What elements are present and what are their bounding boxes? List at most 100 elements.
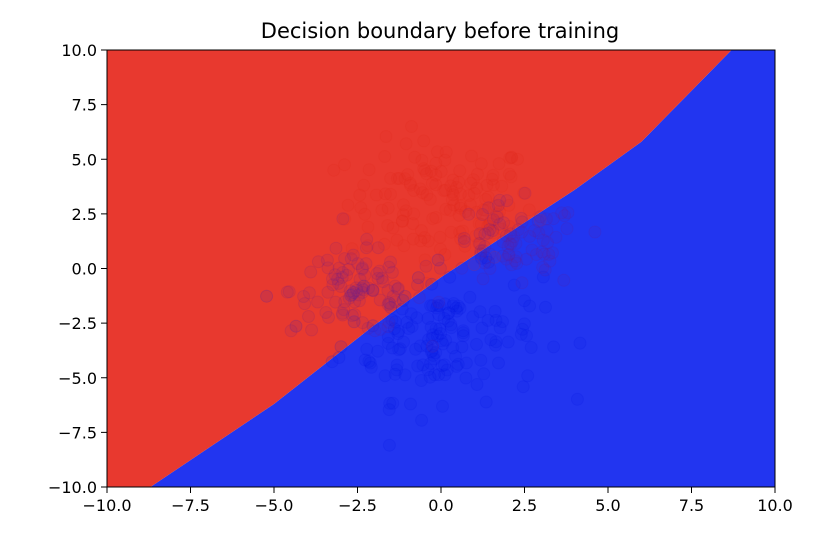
data-point [421, 234, 435, 248]
data-point [416, 186, 429, 200]
data-point [474, 217, 488, 231]
data-point [479, 251, 493, 265]
data-point [383, 297, 397, 311]
data-point [284, 324, 298, 338]
data-point [470, 378, 484, 391]
data-point [558, 209, 571, 223]
data-point [395, 214, 409, 228]
data-point [362, 354, 376, 368]
data-point [490, 207, 504, 221]
data-point [450, 304, 464, 318]
data-point [493, 217, 507, 231]
data-point [520, 329, 533, 343]
data-point [429, 156, 443, 170]
y-tick-label: −2.5 [58, 314, 97, 333]
data-point [473, 305, 487, 319]
data-point [529, 248, 543, 261]
data-point [443, 270, 457, 284]
data-point [426, 339, 440, 353]
data-point [441, 314, 455, 328]
data-point [517, 317, 531, 331]
data-point [392, 324, 406, 338]
data-point [429, 178, 443, 192]
data-point [496, 235, 510, 249]
data-point [467, 186, 481, 200]
data-point [504, 237, 518, 251]
data-point [453, 187, 467, 201]
data-point [493, 321, 507, 335]
data-point [500, 194, 514, 208]
data-point [366, 283, 379, 297]
data-point [463, 198, 477, 212]
data-point [570, 392, 584, 406]
data-point [454, 232, 468, 246]
data-point [419, 259, 433, 273]
data-point [388, 367, 402, 381]
data-point [338, 252, 352, 266]
data-point [456, 324, 470, 338]
data-point [375, 271, 389, 285]
data-point [486, 224, 500, 238]
y-axis: −10.0 −7.5 −5.0 −2.5 0.0 2.5 5.0 7.5 10.0 [48, 41, 107, 497]
data-point [424, 164, 438, 178]
data-point [351, 257, 365, 271]
data-point [383, 396, 397, 410]
data-point [410, 311, 424, 325]
data-point [334, 340, 348, 354]
data-point [482, 255, 495, 269]
data-point [342, 291, 356, 305]
data-point [523, 299, 537, 313]
data-point [336, 212, 350, 226]
data-point [515, 276, 529, 290]
data-point [411, 271, 425, 285]
data-point [390, 233, 404, 247]
data-point [478, 256, 492, 270]
data-point [456, 224, 470, 238]
data-point [436, 399, 449, 413]
data-point [361, 321, 375, 335]
data-point [344, 252, 358, 266]
y-tick-label: 10.0 [61, 41, 97, 60]
data-point [480, 178, 494, 192]
y-tick-label: 2.5 [72, 205, 97, 224]
x-tick-label: −7.5 [171, 496, 210, 515]
data-point [426, 299, 440, 313]
data-point [342, 262, 355, 276]
data-point [444, 321, 458, 335]
data-point [532, 226, 546, 240]
data-point [433, 242, 447, 256]
data-point [401, 168, 415, 182]
data-point [414, 374, 428, 387]
data-point [373, 264, 387, 278]
data-point [280, 285, 294, 299]
data-point [386, 396, 400, 410]
data-point [429, 322, 443, 336]
data-point [321, 285, 335, 299]
data-point [537, 247, 551, 261]
data-point [391, 281, 405, 295]
data-point [384, 301, 398, 314]
data-point [391, 282, 405, 296]
data-point [493, 193, 507, 207]
data-point [455, 261, 469, 275]
data-point [381, 336, 395, 350]
data-point [536, 270, 550, 284]
data-point [390, 358, 404, 372]
x-tick-label: 2.5 [512, 496, 537, 515]
data-point [397, 239, 411, 253]
data-point [416, 358, 430, 372]
data-point [329, 241, 343, 255]
data-point [539, 300, 552, 314]
data-point [453, 301, 467, 315]
data-point [496, 315, 509, 329]
data-point [360, 232, 374, 246]
data-point [341, 198, 355, 212]
plot-area [106, 49, 776, 488]
data-point [438, 248, 452, 262]
data-point [477, 367, 491, 381]
data-point [319, 306, 333, 319]
data-point [403, 178, 417, 192]
data-point [531, 214, 545, 228]
data-point [492, 157, 506, 171]
data-point [459, 205, 473, 219]
